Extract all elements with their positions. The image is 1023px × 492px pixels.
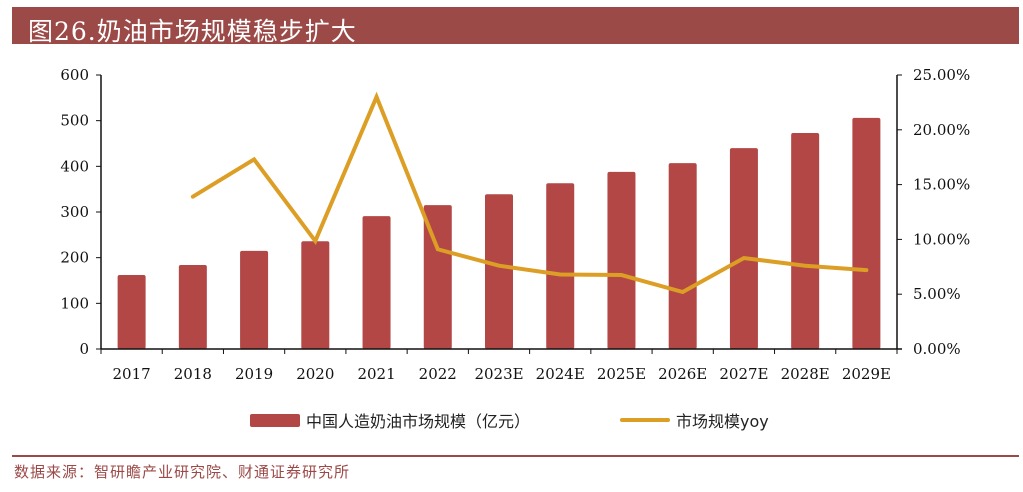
combo-chart: 0 100 200 300 400 500 600 0.00% 5.00% 10.00% 15.00…	[60, 66, 970, 383]
x-axis-tick-label: 2026E	[658, 365, 707, 383]
legend-swatch-line	[620, 418, 670, 422]
bar-2025E	[607, 171, 636, 349]
left-axis-tick-label: 500	[60, 112, 89, 130]
left-axis-tick-label: 100	[60, 294, 89, 312]
title-bar: 图26.奶油市场规模稳步扩大	[12, 7, 1019, 46]
right-axis-tick-label: 0.00%	[913, 340, 961, 358]
source-note: 数据来源：智研瞻产业研究院、财通证券研究所	[14, 463, 351, 481]
x-axis-tick-label: 2021	[357, 365, 395, 383]
left-axis-tick-label: 200	[60, 249, 89, 267]
x-axis-tick-label: 2022	[419, 365, 457, 383]
x-axis-tick-label: 2018	[174, 365, 212, 383]
legend-label-bar: 中国人造奶油市场规模（亿元）	[306, 412, 531, 431]
bar-2027E	[729, 148, 758, 349]
x-axis-tick-label: 2028E	[781, 365, 830, 383]
bar-2029E	[852, 117, 881, 349]
bar-2020	[301, 241, 330, 349]
left-axis-tick-label: 300	[60, 203, 89, 221]
bar-2019	[240, 250, 269, 349]
x-axis-tick-label: 2023E	[474, 365, 523, 383]
right-axis-tick-label: 10.00%	[913, 230, 970, 248]
yoy-line	[190, 91, 869, 295]
bar-2018	[178, 264, 207, 349]
bar-2021	[362, 216, 391, 349]
x-axis-tick-label: 2024E	[536, 365, 585, 383]
left-axis-tick-label: 0	[79, 340, 89, 358]
bar-2022	[423, 205, 452, 349]
x-axis-tick-label: 2019	[235, 365, 273, 383]
legend-item-bar: 中国人造奶油市场规模（亿元）	[250, 408, 530, 432]
x-axis-tick-label: 2027E	[719, 365, 768, 383]
legend-swatch-bar	[250, 413, 300, 427]
legend-label-line: 市场规模yoy	[676, 412, 769, 431]
left-axis-tick-label: 600	[60, 66, 89, 84]
bar-2024E	[546, 183, 575, 349]
right-axis-tick-label: 25.00%	[913, 66, 970, 84]
figure-title: 图26.奶油市场规模稳步扩大	[28, 17, 357, 46]
footer-divider	[12, 455, 1019, 457]
bar-2026E	[668, 163, 697, 349]
bar-2023E	[485, 194, 513, 349]
x-axis-tick-label: 2017	[113, 365, 151, 383]
left-axis-tick-label: 400	[60, 157, 89, 175]
x-axis-tick-label: 2020	[296, 365, 334, 383]
bar-2028E	[791, 132, 820, 349]
right-axis-tick-label: 20.00%	[913, 121, 970, 139]
legend-item-line: 市场规模yoy	[620, 408, 769, 432]
x-axis-tick-label: 2025E	[597, 365, 646, 383]
right-axis-tick-label: 5.00%	[913, 285, 961, 303]
bar-2017	[117, 275, 146, 349]
right-axis-tick-label: 15.00%	[913, 176, 970, 194]
x-axis-tick-label: 2029E	[842, 365, 891, 383]
legend: 中国人造奶油市场规模（亿元） 市场规模yoy	[0, 408, 1023, 432]
